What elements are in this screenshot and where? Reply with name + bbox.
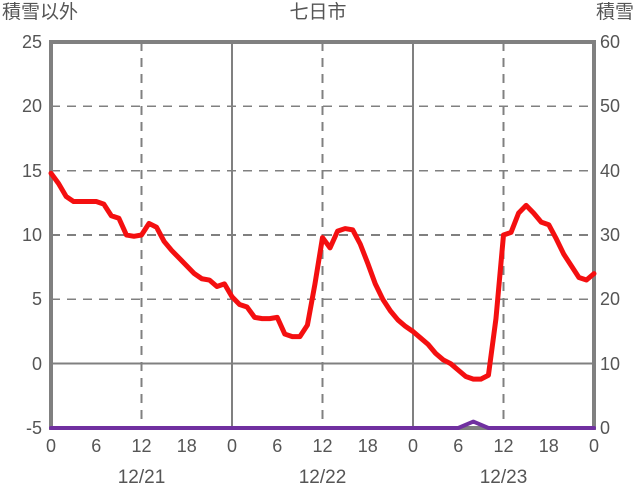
left-axis-title: 積雪以外	[2, 2, 79, 23]
x-tick-label: 12	[493, 436, 514, 456]
series-line-snow	[49, 419, 596, 430]
right-tick-label: 60	[600, 32, 621, 52]
series-layer	[48, 170, 597, 430]
right-tick-label: 30	[600, 225, 621, 245]
x-tick-label: 0	[45, 436, 56, 456]
left-tick-label: 10	[21, 225, 42, 245]
x-tick-label: 6	[272, 436, 283, 456]
x-tick-label: 12	[131, 436, 152, 456]
day-label: 12/23	[479, 467, 528, 488]
right-tick-label: 10	[600, 353, 621, 374]
x-tick-label: 12	[312, 436, 333, 456]
day-label: 12/22	[298, 467, 347, 488]
right-tick-label: 50	[600, 96, 621, 117]
day-label: 12/21	[117, 467, 166, 488]
x-tick-label: 0	[226, 436, 237, 456]
x-tick-label: 6	[453, 436, 464, 456]
left-tick-label: 5	[31, 289, 42, 310]
chart-title: 七日市	[289, 2, 347, 23]
x-tick-label: 18	[176, 436, 197, 456]
left-tick-label: -5	[25, 418, 42, 438]
left-tick-label: 15	[21, 160, 42, 181]
left-tick-label: 20	[21, 96, 42, 117]
right-tick-label: 40	[600, 160, 621, 181]
series-line-other	[48, 170, 597, 382]
right-tick-label: 0	[600, 418, 611, 438]
x-tick-label: 0	[407, 436, 418, 456]
x-tick-label: 6	[91, 436, 102, 456]
left-tick-label: 0	[31, 353, 42, 374]
x-tick-label: 18	[538, 436, 559, 456]
left-tick-label: 25	[21, 32, 42, 52]
x-tick-label: 0	[588, 436, 599, 456]
right-tick-label: 20	[600, 289, 621, 310]
x-tick-label: 18	[357, 436, 378, 456]
right-axis-title: 積雪	[595, 2, 634, 23]
